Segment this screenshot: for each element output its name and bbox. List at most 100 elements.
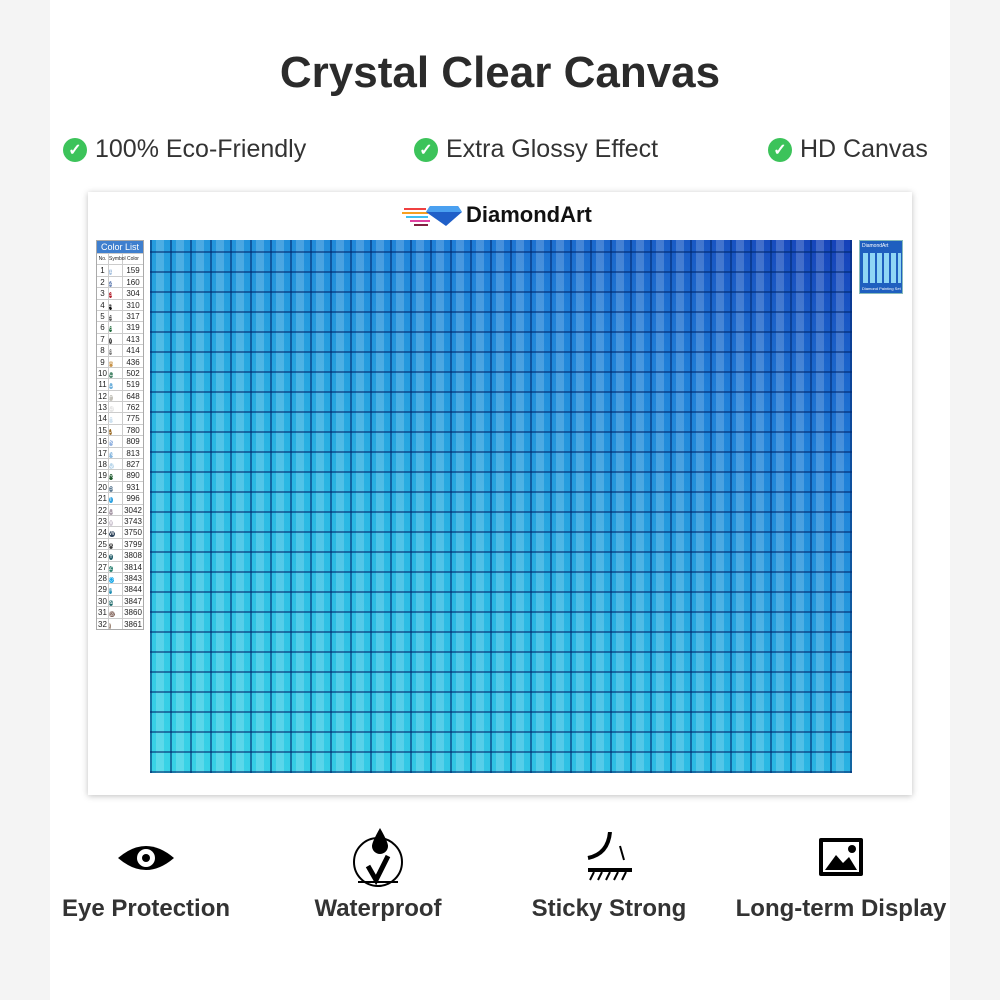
row-number: 22 — [97, 504, 109, 515]
symbol-badge: R — [109, 470, 123, 481]
color-code: 3860 — [124, 608, 142, 618]
color-code: 827 — [126, 460, 140, 470]
thumbnail-preview: DiamondArt Diamond Painting Set — [859, 240, 903, 294]
color-code: 3799 — [124, 539, 142, 549]
long-term-display-label: Long-term Display — [735, 895, 947, 922]
color-list: Color List No. Symbol Color 1 1 159 2 2 160 3 3… — [96, 240, 144, 630]
check-circle-icon: ✓ — [768, 137, 792, 162]
symbol: G — [109, 406, 114, 413]
color-list-row: 1 1 159 — [97, 264, 143, 276]
sticky-strong-label: Sticky Strong — [531, 895, 687, 922]
color-code: 996 — [126, 494, 140, 504]
color-code: 3814 — [124, 562, 142, 572]
row-number: 1 — [97, 265, 109, 276]
symbol: Z — [109, 565, 113, 572]
check-circle-icon: ✓ — [414, 137, 438, 162]
symbol-badge: H — [109, 413, 123, 424]
row-number: 21 — [97, 493, 109, 504]
color-list-row: 16 K 809 — [97, 435, 143, 447]
row-number: 24 — [97, 527, 109, 538]
symbol-badge: U — [109, 504, 123, 515]
symbol: 6 — [109, 326, 113, 333]
color-code: 319 — [126, 323, 140, 333]
symbol: Q — [109, 463, 114, 470]
symbol-badge: V — [109, 515, 123, 527]
color-code: 413 — [126, 334, 140, 344]
color-list-row: 26 Y 3808 — [97, 549, 143, 561]
color-list-row: 15 J 780 — [97, 423, 143, 436]
image-icon — [819, 838, 863, 876]
row-number: 15 — [97, 424, 109, 436]
waterproof-label: Waterproof — [314, 895, 442, 922]
row-number: 11 — [97, 379, 109, 390]
color-list-row: 9 A 436 — [97, 355, 143, 367]
row-number: 13 — [97, 402, 109, 413]
row-number: 4 — [97, 299, 109, 310]
color-code: 3861 — [124, 619, 142, 629]
color-list-row: 2 2 160 — [97, 275, 143, 288]
color-list-header: No. Symbol Color — [97, 253, 143, 265]
color-list-row: 32/ 3861 — [97, 617, 143, 629]
row-number: 12 — [97, 390, 109, 402]
logo-text: DiamondArt — [466, 202, 592, 227]
row-number: 28 — [97, 572, 109, 584]
color-list-row: 21 T 996 — [97, 492, 143, 504]
symbol-badge: D — [109, 379, 123, 390]
row-number: 7 — [97, 333, 109, 345]
symbol-badge: T — [109, 493, 123, 504]
color-code: 762 — [126, 403, 140, 413]
color-list-row: 25 X 3799 — [97, 537, 143, 550]
color-list-row: 22 U 3042 — [97, 503, 143, 515]
row-number: 26 — [97, 550, 109, 561]
color-list-row: 14 H 775 — [97, 412, 143, 424]
color-list-row: 12 F 648 — [97, 389, 143, 402]
adhesive-peel-icon — [587, 832, 632, 881]
symbol-badge: 8 — [109, 345, 123, 356]
color-list-row: 31 @3860 — [97, 606, 143, 618]
color-list-row: 24 W 3750 — [97, 526, 143, 538]
symbol-badge: 6 — [109, 322, 123, 333]
color-list-row: 10 C 502 — [97, 366, 143, 379]
row-number: 23 — [97, 515, 109, 527]
symbol: R — [109, 474, 114, 481]
row-number: 25 — [97, 538, 109, 550]
symbol: H — [109, 417, 114, 424]
color-list-row: 6 6 319 — [97, 321, 143, 333]
symbol: ◇ — [109, 576, 114, 583]
page-title: Crystal Clear Canvas — [279, 48, 721, 97]
symbol: 3 — [109, 292, 113, 299]
symbol: D — [109, 383, 114, 390]
feature-label: HD Canvas — [800, 135, 928, 163]
symbol-badge: A — [109, 356, 123, 367]
row-number: 18 — [97, 459, 109, 470]
color-code: 3743 — [124, 516, 142, 526]
symbol-badge: 5 — [109, 310, 123, 322]
color-code: 3750 — [124, 528, 142, 538]
color-list-row: 7 7 413 — [97, 332, 143, 345]
color-code: 809 — [126, 437, 140, 447]
symbol: @ — [109, 611, 116, 618]
color-code: 159 — [126, 266, 140, 276]
color-list-row: 30 & 3847 — [97, 594, 143, 607]
header-no: No. — [97, 254, 109, 265]
symbol: 2 — [109, 280, 113, 287]
color-code: 890 — [126, 471, 140, 481]
symbol-badge: S — [109, 481, 123, 493]
symbol-badge: 1 — [109, 265, 123, 276]
symbol: A — [109, 360, 114, 367]
symbol: X — [109, 542, 114, 549]
symbol-badge: Z — [109, 561, 123, 572]
color-code: 436 — [126, 357, 140, 367]
symbol-badge: F — [109, 390, 123, 402]
color-list-row: 19 R 890 — [97, 469, 143, 481]
symbol: 5 — [109, 314, 113, 321]
symbol: W — [109, 531, 115, 538]
row-number: 29 — [97, 584, 109, 595]
symbol-badge: 4 — [109, 299, 123, 310]
row-number: 17 — [97, 447, 109, 459]
feature-eco-friendly: ✓ 100% Eco-Friendly — [63, 135, 306, 164]
symbol: 7 — [109, 337, 113, 344]
feature-hd-canvas: ✓ HD Canvas — [768, 135, 928, 164]
feature-label: Extra Glossy Effect — [446, 135, 659, 163]
symbol-badge: # — [109, 584, 123, 595]
